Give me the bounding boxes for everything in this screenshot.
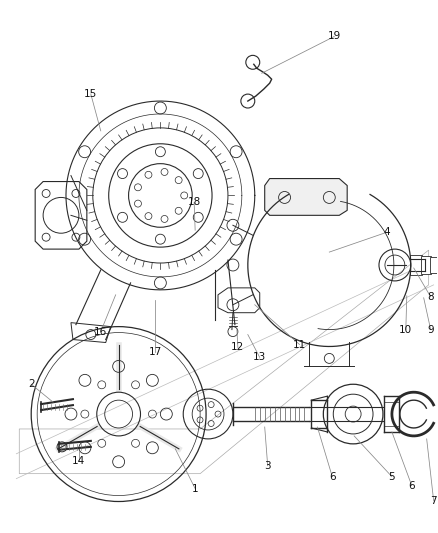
Text: 16: 16 (94, 327, 107, 336)
Text: 3: 3 (265, 461, 271, 471)
Text: 10: 10 (399, 325, 412, 335)
Text: 6: 6 (329, 472, 336, 482)
Text: 14: 14 (72, 456, 85, 466)
Bar (430, 257, 438, 273)
Text: 6: 6 (409, 481, 415, 490)
Text: 13: 13 (253, 352, 266, 362)
Bar (421, 256, 431, 274)
Text: 1: 1 (192, 483, 198, 494)
Text: 17: 17 (149, 348, 162, 358)
Text: 2: 2 (28, 379, 35, 389)
Text: 15: 15 (84, 89, 97, 99)
Text: 11: 11 (293, 340, 306, 350)
Text: 19: 19 (328, 31, 341, 42)
Bar (410, 255, 422, 275)
Text: 7: 7 (430, 496, 437, 505)
Text: 18: 18 (187, 197, 201, 207)
Text: 4: 4 (384, 227, 390, 237)
Text: 9: 9 (427, 325, 434, 335)
Polygon shape (265, 179, 347, 215)
Text: 8: 8 (427, 292, 434, 302)
Text: 5: 5 (389, 472, 395, 482)
Text: 12: 12 (231, 343, 244, 352)
